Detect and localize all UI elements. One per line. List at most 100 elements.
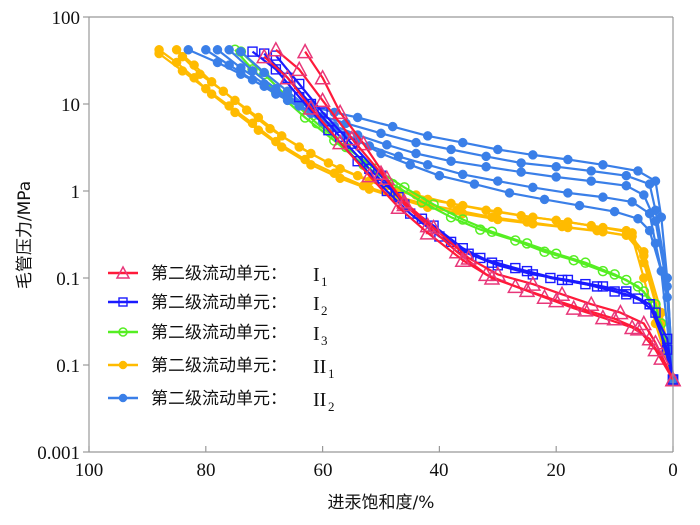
legend-roman: I	[313, 264, 320, 286]
legend-roman: I	[313, 323, 320, 345]
data-point-square	[644, 298, 655, 310]
data-point-circle	[621, 170, 632, 181]
data-point-triangle	[314, 69, 331, 85]
data-point-circle	[639, 190, 649, 200]
data-point-triangle	[296, 43, 314, 59]
legend-item: 第二级流动单元： II 1	[108, 356, 335, 381]
data-point-circle	[481, 151, 491, 162]
data-point-circle	[563, 188, 573, 198]
data-point-circle	[259, 67, 269, 78]
data-point-circle	[118, 393, 128, 403]
legend-swatch	[108, 327, 138, 337]
data-point-circle	[551, 161, 561, 172]
data-point-triangle	[361, 167, 378, 183]
data-point-circle	[224, 60, 234, 70]
data-point-circle	[422, 160, 433, 170]
y-tick-label: 0.1	[56, 269, 80, 290]
data-point-circle-open	[457, 214, 469, 225]
data-point-triangle	[612, 304, 629, 320]
data-point-circle	[294, 142, 304, 152]
data-point-triangle	[653, 349, 670, 365]
data-point-square	[247, 46, 258, 57]
data-point-circle	[201, 45, 211, 55]
legend-item: 第二级流动单元： I 3	[108, 323, 328, 348]
data-point-circle-open	[621, 274, 632, 286]
data-point-circle	[201, 83, 211, 94]
data-point-circle	[522, 217, 532, 227]
data-point-circle	[656, 266, 667, 276]
data-point-circle-open	[399, 182, 410, 193]
data-point-circle-open	[609, 269, 620, 280]
data-point-circle	[598, 192, 608, 202]
data-point-triangle	[314, 91, 331, 108]
x-axis-title: 进汞饱和度/%	[328, 493, 435, 513]
data-point-circle	[411, 148, 421, 159]
legend: 第二级流动单元： I 1 第二级流动单元： I 2 第二级流动单元： I 3 第…	[108, 264, 335, 414]
data-point-triangle	[547, 292, 565, 308]
x-tick-label: 20	[547, 460, 566, 481]
data-point-triangle	[635, 314, 653, 331]
data-point-circle	[493, 176, 503, 186]
data-point-circle	[253, 112, 264, 123]
y-tick-label: 0.001	[37, 443, 80, 464]
data-point-circle	[609, 206, 620, 217]
axes	[88, 16, 674, 453]
data-point-triangle	[331, 103, 349, 120]
data-point-circle	[644, 208, 655, 219]
curves-layer	[154, 41, 682, 387]
legend-subscript: 3	[321, 333, 328, 348]
y-tick-labels: 100 10 1 0.1 0.1 0.001	[37, 8, 80, 464]
data-point-circle	[598, 160, 608, 170]
y-tick-label: 0.1	[56, 356, 80, 377]
data-point-circle	[224, 45, 234, 55]
legend-subscript: 1	[328, 366, 335, 381]
data-point-circle	[446, 198, 456, 209]
legend-item: 第二级流动单元： I 1	[108, 264, 328, 289]
data-point-circle	[586, 166, 596, 176]
legend-label: 第二级流动单元：	[151, 323, 287, 343]
data-point-triangle	[355, 135, 372, 151]
legend-subscript: 1	[321, 274, 328, 289]
data-point-circle	[528, 182, 538, 193]
legend-label: 第二级流动单元：	[151, 356, 287, 376]
data-point-circle	[481, 205, 491, 216]
data-point-circle	[376, 148, 386, 159]
legend-roman: I	[313, 293, 320, 315]
data-point-circle	[458, 169, 468, 180]
data-point-circle	[644, 179, 655, 189]
x-tick-label: 60	[314, 460, 333, 481]
data-point-circle	[586, 176, 596, 186]
data-point-triangle	[419, 224, 436, 240]
data-point-circle	[387, 121, 398, 132]
data-point-circle	[224, 101, 234, 111]
data-point-circle	[621, 180, 632, 191]
data-point-circle	[236, 63, 246, 73]
data-point-circle-open	[118, 327, 128, 337]
data-point-circle	[481, 161, 491, 172]
data-point-circle	[271, 83, 281, 94]
data-point-circle	[516, 167, 526, 177]
data-point-triangle	[518, 281, 536, 298]
data-point-circle	[154, 48, 164, 59]
data-point-circle	[183, 45, 194, 55]
data-point-square	[632, 293, 644, 304]
data-point-triangle	[582, 295, 600, 311]
legend-swatch	[108, 393, 138, 403]
legend-swatch	[108, 265, 138, 279]
data-point-circle	[644, 225, 655, 236]
data-point-circle	[639, 251, 649, 261]
data-point-circle	[411, 137, 421, 148]
legend-subscript: 2	[321, 303, 328, 318]
legend-swatch	[108, 360, 138, 370]
data-point-circle	[504, 188, 515, 198]
data-point-circle	[458, 137, 468, 148]
data-point-circle	[405, 160, 415, 170]
data-point-circle	[195, 69, 205, 79]
data-point-circle	[633, 166, 643, 176]
tick-marks	[83, 16, 674, 453]
data-point-triangle	[343, 130, 361, 146]
x-tick-label: 0	[668, 460, 678, 481]
legend-roman: II	[313, 389, 326, 411]
x-tick-label: 40	[430, 460, 449, 481]
data-point-circle-open	[521, 238, 533, 249]
